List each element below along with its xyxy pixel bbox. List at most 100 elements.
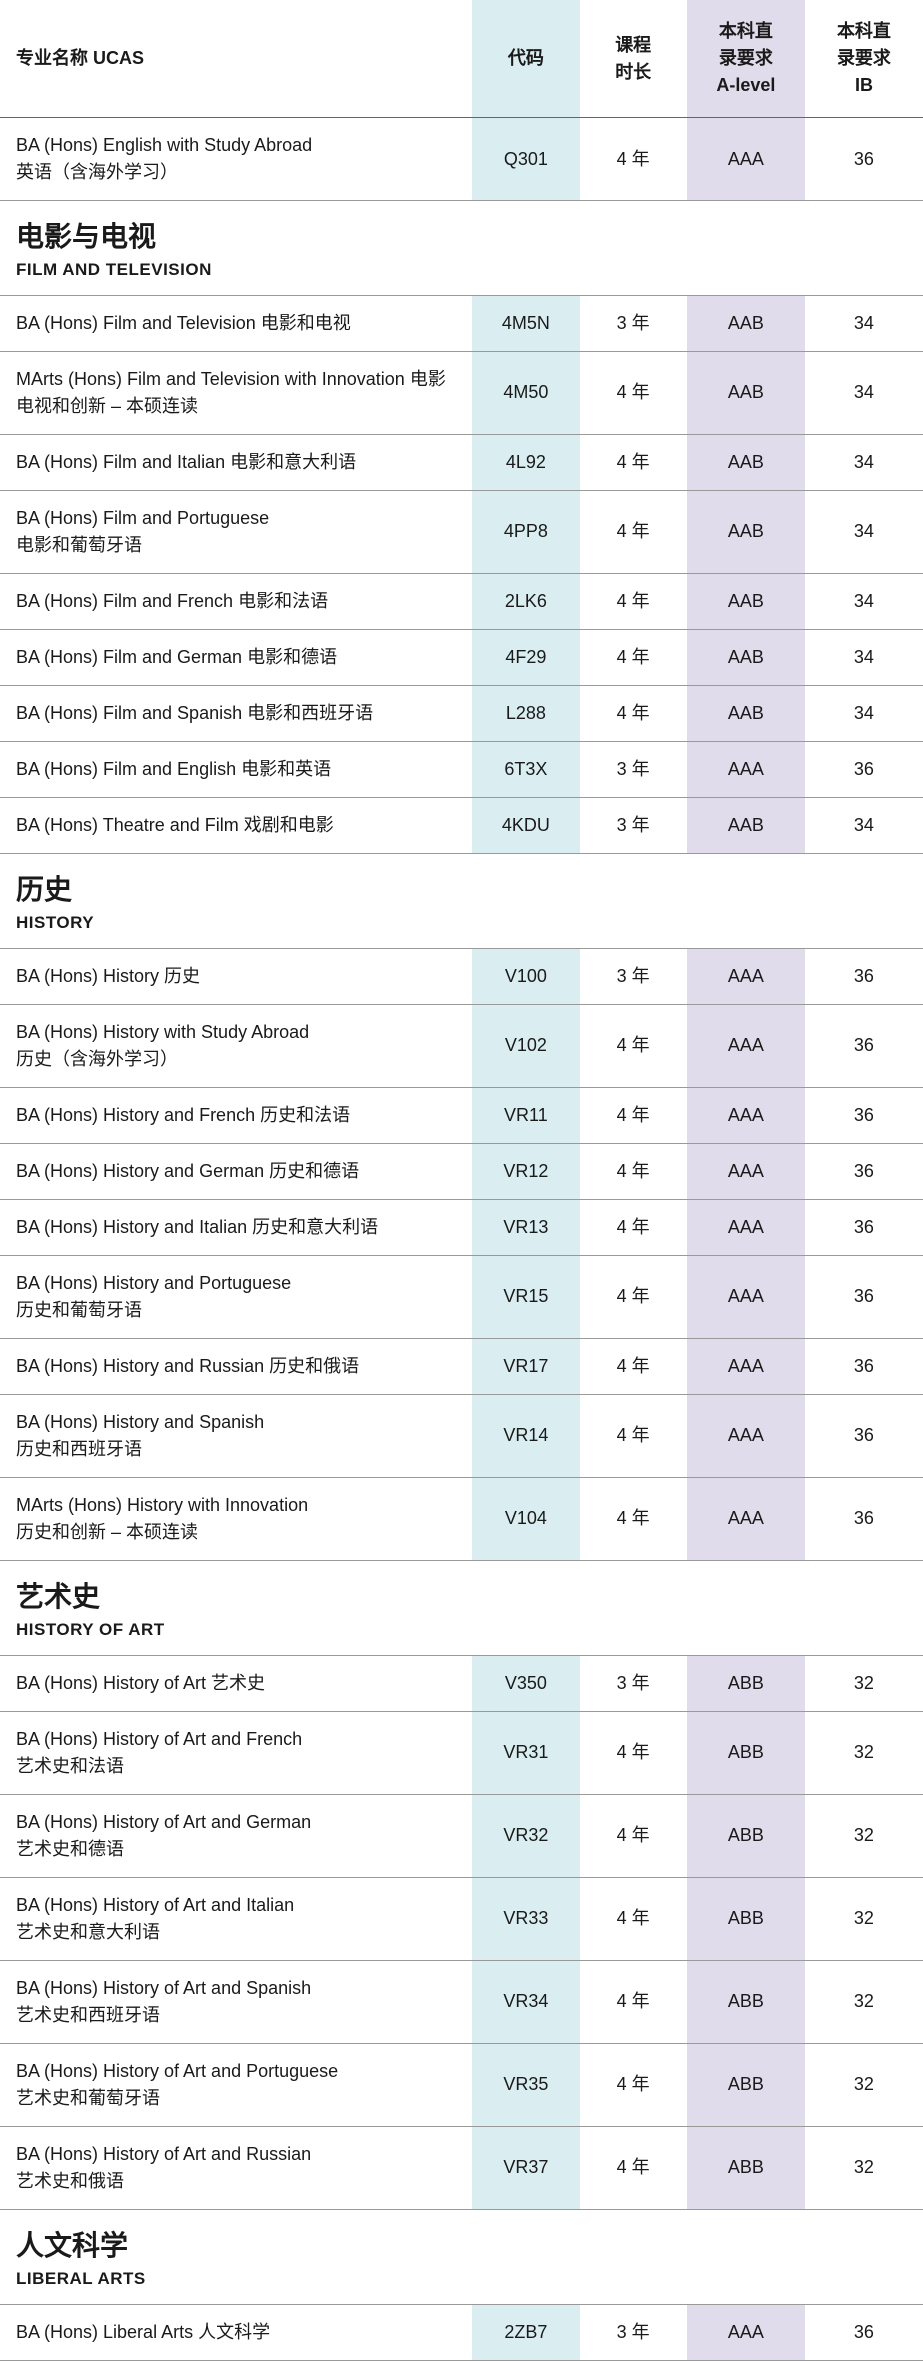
course-name: BA (Hons) Film and Television 电影和电视 [0,295,472,351]
course-duration: 4 年 [580,1255,687,1338]
section-title-cell: 人文科学LIBERAL ARTS [0,2209,923,2304]
course-code: V102 [472,1004,579,1087]
section-title-en: HISTORY [16,910,913,936]
section-header: 电影与电视FILM AND TELEVISION [0,201,923,296]
course-duration: 3 年 [580,295,687,351]
course-alevel: AAA [687,1143,805,1199]
course-ib: 32 [805,1794,923,1877]
table-row: BA (Hons) History 历史V1003 年AAA36 [0,948,923,1004]
course-code: VR17 [472,1338,579,1394]
course-ib: 32 [805,1960,923,2043]
course-duration: 4 年 [580,1338,687,1394]
course-name: BA (Hons) English with Study Abroad 英语（含… [0,118,472,201]
course-ib: 36 [805,948,923,1004]
course-code: VR15 [472,1255,579,1338]
table-row: BA (Hons) Film and French 电影和法语2LK64 年AA… [0,573,923,629]
table-row: BA (Hons) History of Art and Italian 艺术史… [0,1877,923,1960]
table-row: MArts (Hons) Film and Television with In… [0,351,923,434]
table-row: BA (Hons) Film and Spanish 电影和西班牙语L2884 … [0,685,923,741]
course-duration: 4 年 [580,2126,687,2209]
table-row: BA (Hons) Film and German 电影和德语4F294 年AA… [0,629,923,685]
course-name: BA (Hons) History of Art and Spanish 艺术史… [0,1960,472,2043]
course-duration: 4 年 [580,685,687,741]
course-duration: 4 年 [580,118,687,201]
course-ib: 36 [805,1004,923,1087]
course-alevel: AAA [687,1338,805,1394]
section-title-en: HISTORY OF ART [16,1617,913,1643]
course-code: V104 [472,1477,579,1560]
course-code: VR14 [472,1394,579,1477]
course-code: V350 [472,1655,579,1711]
course-name: BA (Hons) History and Russian 历史和俄语 [0,1338,472,1394]
course-alevel: ABB [687,2126,805,2209]
course-alevel: ABB [687,2043,805,2126]
section-title-cn: 人文科学 [16,2228,913,2264]
course-alevel: ABB [687,1655,805,1711]
course-duration: 4 年 [580,1004,687,1087]
course-code: 4M50 [472,351,579,434]
course-name: BA (Hons) History with Study Abroad 历史（含… [0,1004,472,1087]
table-row: BA (Hons) History with Study Abroad 历史（含… [0,1004,923,1087]
table-row: BA (Hons) History of Art and Portuguese … [0,2043,923,2126]
course-ib: 32 [805,1711,923,1794]
table-row: BA (Hons) History and Italian 历史和意大利语VR1… [0,1199,923,1255]
course-name: BA (Hons) History of Art and German 艺术史和… [0,1794,472,1877]
section-title-cn: 历史 [16,872,913,908]
course-duration: 4 年 [580,629,687,685]
course-alevel: AAA [687,2304,805,2360]
section-title-en: FILM AND TELEVISION [16,257,913,283]
course-alevel: AAA [687,1199,805,1255]
course-code: VR35 [472,2043,579,2126]
course-alevel: AAA [687,1477,805,1560]
course-duration: 4 年 [580,490,687,573]
course-name: BA (Hons) History of Art and Portuguese … [0,2043,472,2126]
course-duration: 4 年 [580,2043,687,2126]
course-ib: 36 [805,1394,923,1477]
course-name: BA (Hons) History and Portuguese 历史和葡萄牙语 [0,1255,472,1338]
table-row: MArts (Hons) History with Innovation 历史和… [0,1477,923,1560]
course-name: BA (Hons) Film and English 电影和英语 [0,741,472,797]
header-ib: 本科直 录要求 IB [805,0,923,118]
course-ib: 36 [805,1087,923,1143]
course-ib: 34 [805,434,923,490]
course-ib: 34 [805,490,923,573]
course-code: 4L92 [472,434,579,490]
course-alevel: AAA [687,118,805,201]
table-row: BA (Hons) History of Art and German 艺术史和… [0,1794,923,1877]
course-alevel: AAA [687,741,805,797]
section-title-cn: 艺术史 [16,1579,913,1615]
course-name: BA (Hons) History of Art and Italian 艺术史… [0,1877,472,1960]
table-row: BA (Hons) Theatre and Film 戏剧和电影4KDU3 年A… [0,797,923,853]
course-name: BA (Hons) History 历史 [0,948,472,1004]
course-code: VR33 [472,1877,579,1960]
course-ib: 36 [805,1199,923,1255]
course-code: V100 [472,948,579,1004]
table-row: BA (Hons) Film and Television 电影和电视4M5N3… [0,295,923,351]
course-alevel: AAB [687,685,805,741]
course-ib: 34 [805,573,923,629]
course-alevel: ABB [687,1794,805,1877]
section-title-cell: 历史HISTORY [0,853,923,948]
course-ib: 36 [805,741,923,797]
section-header: 人文科学LIBERAL ARTS [0,2209,923,2304]
table-header: 专业名称 UCAS 代码 课程 时长 本科直 录要求 A-level 本科直 录… [0,0,923,118]
table-body: BA (Hons) English with Study Abroad 英语（含… [0,118,923,2361]
course-duration: 3 年 [580,797,687,853]
header-name: 专业名称 UCAS [0,0,472,118]
table-row: BA (Hons) Film and Portuguese 电影和葡萄牙语4PP… [0,490,923,573]
course-alevel: AAB [687,490,805,573]
header-duration: 课程 时长 [580,0,687,118]
course-alevel: ABB [687,1960,805,2043]
table-row: BA (Hons) Liberal Arts 人文科学2ZB73 年AAA36 [0,2304,923,2360]
course-name: BA (Hons) History and Italian 历史和意大利语 [0,1199,472,1255]
section-title-cell: 艺术史HISTORY OF ART [0,1560,923,1655]
course-name: BA (Hons) Theatre and Film 戏剧和电影 [0,797,472,853]
course-duration: 4 年 [580,1477,687,1560]
course-duration: 4 年 [580,1143,687,1199]
course-name: BA (Hons) Film and Spanish 电影和西班牙语 [0,685,472,741]
header-alevel: 本科直 录要求 A-level [687,0,805,118]
course-code: VR11 [472,1087,579,1143]
section-header: 艺术史HISTORY OF ART [0,1560,923,1655]
table-row: BA (Hons) History and German 历史和德语VR124 … [0,1143,923,1199]
course-ib: 36 [805,1255,923,1338]
